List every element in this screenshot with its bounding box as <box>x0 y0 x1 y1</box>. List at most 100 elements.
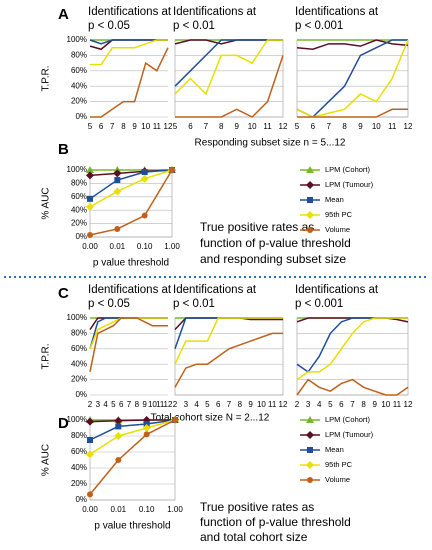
marker <box>87 231 93 238</box>
x-tick-label: 8 <box>238 400 243 409</box>
chart-title: Identifications at <box>295 284 379 296</box>
legend-label: Mean <box>325 195 344 204</box>
y-tick-label: 60% <box>71 447 87 456</box>
chart-title: Identifications at <box>173 6 257 18</box>
x-tick-label: 11 <box>263 122 272 131</box>
x-axis-label: p value threshold <box>94 521 170 532</box>
x-tick-label: 10 <box>372 122 381 131</box>
series-line <box>296 39 409 118</box>
chart-title: p < 0.05 <box>88 298 130 310</box>
legend-marker <box>306 166 314 173</box>
y-tick-label: 60% <box>71 66 87 75</box>
caption-line: and total cohort size <box>200 530 308 544</box>
chart-title: Identifications at <box>88 6 172 18</box>
series-line <box>90 39 168 66</box>
x-tick-label: 0.00 <box>82 505 98 514</box>
x-tick-label: 2 <box>173 400 178 409</box>
y-tick-label: 80% <box>71 431 87 440</box>
x-tick-label: 9 <box>132 122 137 131</box>
x-axis-label: p value threshold <box>93 258 169 269</box>
caption-line: True positive rates as <box>200 500 314 514</box>
x-tick-label: 3 <box>306 400 311 409</box>
marker <box>114 177 121 184</box>
series-line <box>296 39 409 51</box>
series-line <box>89 419 176 441</box>
y-tick-label: 40% <box>71 463 87 472</box>
series-line <box>89 317 168 373</box>
x-tick-label: 10 <box>248 122 257 131</box>
y-tick-label: 60% <box>71 344 87 353</box>
x-tick-label: 7 <box>326 122 331 131</box>
chart-title: p < 0.001 <box>295 20 343 32</box>
marker <box>86 171 94 180</box>
marker <box>143 431 150 438</box>
marker <box>114 225 121 232</box>
y-tick-label: 40% <box>71 81 87 90</box>
y-tick-label: 80% <box>71 51 87 60</box>
series-line <box>174 39 283 96</box>
caption-line: function of p-value threshold <box>200 515 351 529</box>
marker <box>87 491 93 498</box>
x-tick-label: 12 <box>164 122 173 131</box>
y-axis-label: % AUC <box>41 187 52 219</box>
panel-label: D <box>58 415 69 432</box>
panel-label: A <box>58 6 69 23</box>
y-tick-label: 40% <box>71 359 87 368</box>
x-tick-label: 4 <box>103 400 108 409</box>
chart-title: p < 0.05 <box>88 20 130 32</box>
legend-label: LPM (Cohort) <box>325 415 371 424</box>
series-line <box>89 419 176 495</box>
panel-label: B <box>58 141 69 158</box>
x-tick-label: 11 <box>388 122 397 131</box>
x-tick-label: 2 <box>295 400 300 409</box>
marker <box>114 416 123 425</box>
marker <box>141 169 148 176</box>
shared-x-label: Responding subset size n = 5...12 <box>195 138 346 149</box>
y-tick-label: 40% <box>71 205 87 214</box>
series-line <box>296 39 408 118</box>
y-tick-label: 100% <box>67 415 87 424</box>
x-tick-label: 8 <box>135 400 140 409</box>
legend-marker <box>306 416 314 423</box>
x-tick-label: 0.10 <box>137 242 153 251</box>
x-tick-label: 7 <box>204 122 209 131</box>
series-line <box>174 317 283 365</box>
x-tick-label: 8 <box>342 122 347 131</box>
x-tick-label: 5 <box>111 400 116 409</box>
plot-frame <box>174 317 284 396</box>
legend-marker <box>306 211 314 219</box>
marker <box>115 423 122 430</box>
caption-line: True positive rates as <box>200 220 314 234</box>
x-tick-label: 1.00 <box>167 505 183 514</box>
y-tick-label: 0% <box>75 112 87 121</box>
marker <box>115 457 122 463</box>
x-tick-label: 9 <box>372 400 377 409</box>
series-line <box>296 317 408 373</box>
legend-marker <box>306 181 314 189</box>
legend-label: Volume <box>325 475 350 484</box>
shared-x-label: Total cohort size N = 2...12 <box>151 413 270 424</box>
panel-label: C <box>58 285 69 302</box>
x-tick-label: 2 <box>88 400 93 409</box>
x-tick-label: 5 <box>173 122 178 131</box>
x-tick-label: 5 <box>88 122 93 131</box>
x-tick-label: 0.01 <box>111 505 127 514</box>
series-line <box>174 39 283 87</box>
x-tick-label: 7 <box>127 400 132 409</box>
marker <box>86 166 94 173</box>
y-tick-label: 100% <box>67 165 87 174</box>
chart-title: Identifications at <box>295 6 379 18</box>
chart-title: p < 0.001 <box>295 298 343 310</box>
x-tick-label: 11 <box>153 122 162 131</box>
x-tick-label: 6 <box>188 122 193 131</box>
y-tick-label: 100% <box>67 35 87 44</box>
y-tick-label: 20% <box>71 479 87 488</box>
x-tick-label: 8 <box>219 122 224 131</box>
series-line <box>174 317 283 331</box>
x-tick-label: 12 <box>164 400 173 409</box>
legend-marker <box>307 227 313 233</box>
x-tick-label: 10 <box>381 400 390 409</box>
legend-label: 95th PC <box>325 210 353 219</box>
y-tick-label: 0% <box>75 495 87 504</box>
